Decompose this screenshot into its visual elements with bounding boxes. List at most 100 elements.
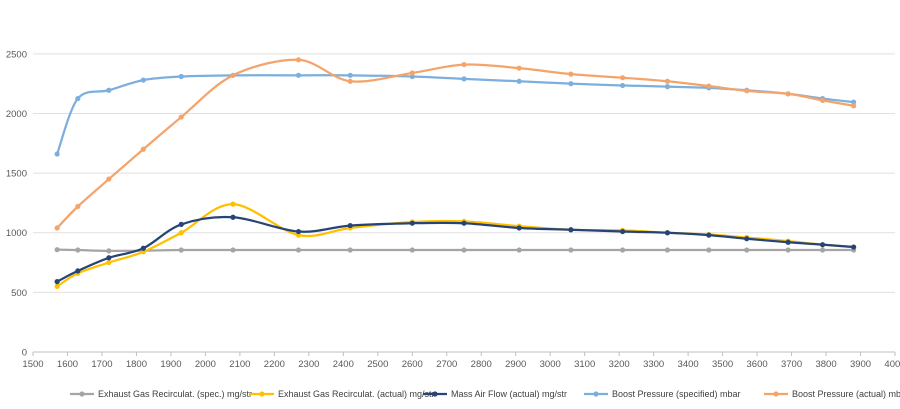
x-tick-label: 2400 [333, 359, 354, 370]
y-tick-label: 2500 [6, 49, 27, 60]
data-point [664, 247, 671, 253]
data-point [230, 72, 236, 78]
data-point [347, 247, 353, 253]
data-point [409, 73, 415, 80]
legend-marker [593, 391, 599, 397]
x-tick-label: 2900 [505, 359, 526, 370]
data-point [620, 247, 626, 253]
data-point [140, 249, 146, 255]
x-tick-label: 3300 [643, 359, 664, 370]
data-point [230, 247, 236, 253]
data-point [664, 84, 671, 90]
series-line [56, 74, 854, 155]
x-tick-label: 2200 [264, 359, 285, 370]
x-tick-label: 3700 [781, 359, 802, 370]
series-line [57, 248, 854, 253]
legend-label: Mass Air Flow (actual) mg/str [451, 389, 567, 399]
data-point [744, 88, 750, 94]
data-point [819, 242, 826, 248]
axes: 0 500 1000 1500 2000 2500 1500 1600 1700 1800 1900… [6, 49, 900, 370]
data-point [230, 201, 236, 207]
x-tick-label: 4000 [884, 359, 900, 370]
x-tick-label: 3200 [609, 359, 630, 370]
series-4 [54, 72, 857, 157]
data-point [106, 259, 112, 266]
legend-label: Exhaust Gas Recirculat. (actual) mg/str [278, 389, 435, 399]
legend: Exhaust Gas Recirculat. (spec.) mg/str Ex… [70, 389, 900, 399]
data-point [568, 71, 574, 77]
data-point [620, 228, 626, 235]
data-point [819, 97, 826, 103]
legend-item: Boost Pressure (actual) mbar [764, 389, 900, 399]
x-tick-label: 1800 [126, 359, 147, 370]
data-point [178, 247, 184, 253]
data-point [54, 279, 60, 285]
x-tick-label: 3900 [850, 359, 871, 370]
data-point [75, 268, 81, 274]
legend-item: Exhaust Gas Recirculat. (spec.) mg/str [70, 389, 252, 399]
legend-marker [432, 391, 438, 397]
data-point [706, 83, 712, 89]
data-point [516, 65, 522, 71]
data-point [516, 247, 522, 253]
data-point [461, 76, 467, 82]
legend-marker [79, 391, 85, 397]
series-line [56, 58, 854, 229]
legend-marker [773, 391, 779, 397]
series-5 [54, 57, 857, 231]
data-point [851, 99, 857, 105]
data-point [295, 72, 302, 78]
series-2 [54, 201, 857, 290]
data-point [409, 220, 415, 226]
data-point [106, 248, 112, 254]
data-point [54, 283, 60, 290]
data-point [706, 247, 712, 253]
data-point [664, 78, 671, 84]
x-tick-label: 2600 [402, 359, 423, 370]
legend-item: Exhaust Gas Recirculat. (actual) mg/str [250, 389, 435, 399]
data-point [106, 176, 112, 182]
y-tick-label: 0 [22, 348, 27, 359]
data-point [75, 95, 81, 102]
data-point [295, 247, 302, 253]
data-point [568, 247, 574, 253]
series-group [54, 57, 857, 290]
x-tick-label: 2700 [436, 359, 457, 370]
y-tick-label: 500 [11, 288, 27, 299]
legend-item: Boost Pressure (specified) mbar [584, 389, 741, 399]
x-tick-label: 1700 [91, 359, 112, 370]
series-1 [54, 247, 857, 254]
data-point [75, 203, 81, 210]
data-point [140, 245, 146, 251]
x-tick-label: 3000 [540, 359, 561, 370]
data-point [54, 151, 60, 157]
x-tick-label: 3500 [712, 359, 733, 370]
legend-marker [259, 391, 265, 397]
data-point [706, 232, 712, 238]
data-point [140, 77, 146, 83]
data-point [409, 70, 415, 76]
legend-label: Boost Pressure (specified) mbar [612, 389, 741, 399]
data-point [140, 146, 146, 152]
series-3 [54, 214, 857, 285]
data-point [347, 78, 353, 84]
x-tick-label: 2300 [298, 359, 319, 370]
data-point [106, 87, 112, 93]
legend-label: Boost Pressure (actual) mbar [792, 389, 900, 399]
data-point [461, 220, 467, 226]
x-tick-label: 2000 [195, 359, 216, 370]
data-point [785, 247, 791, 253]
y-tick-label: 2000 [6, 109, 27, 120]
x-tick-label: 1900 [160, 359, 181, 370]
data-point [568, 81, 574, 87]
x-tick-label: 3400 [678, 359, 699, 370]
data-point [347, 222, 353, 229]
data-point [409, 247, 415, 253]
data-point [178, 230, 184, 236]
data-point [54, 225, 60, 231]
x-tick-label: 2500 [367, 359, 388, 370]
data-point [664, 230, 671, 236]
y-tick-label: 1000 [6, 228, 27, 239]
data-point [295, 57, 302, 63]
